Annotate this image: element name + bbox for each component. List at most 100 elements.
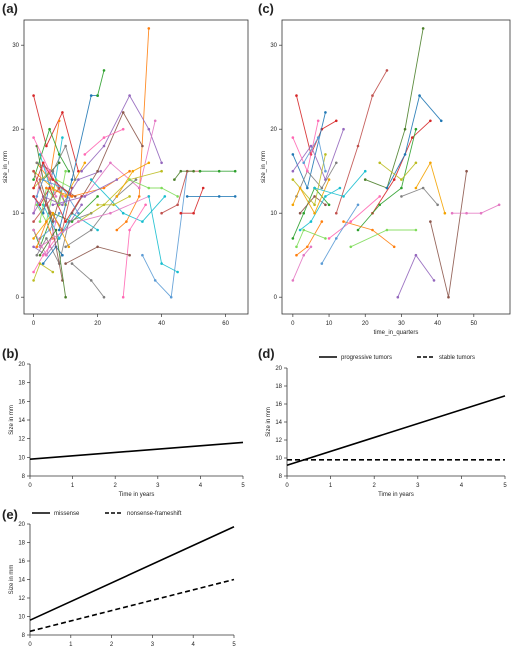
- series-line-c: [296, 95, 337, 156]
- chart-c: 0 10 20 30 40 50 0 10 20 30 time_in_quarters size_i…: [261, 19, 511, 336]
- x-tick-label-d: 2: [373, 483, 377, 489]
- x-tick-label-d: 0: [285, 483, 289, 489]
- data-point-c: [302, 161, 306, 165]
- data-point-c: [385, 186, 389, 190]
- plot-frame-a: [23, 19, 249, 315]
- x-tick-label-e: 0: [28, 642, 32, 648]
- chart-a: 0 20 40 60 0 10 20 30 size_in_mm: [3, 19, 249, 327]
- x-tick-label-b: 1: [71, 483, 75, 489]
- data-point-a: [51, 186, 55, 190]
- data-point-a: [61, 136, 64, 139]
- data-point-c: [302, 253, 306, 257]
- data-point-a: [32, 169, 35, 173]
- series-line-c: [296, 229, 326, 247]
- data-point-c: [291, 237, 295, 240]
- data-point-c: [465, 211, 468, 215]
- data-point-a: [233, 169, 237, 173]
- data-point-a: [109, 211, 112, 215]
- data-point-a: [70, 195, 74, 198]
- series-line-c: [321, 204, 359, 264]
- data-point-a: [128, 169, 131, 173]
- data-point-a: [173, 178, 176, 181]
- data-point-c: [378, 161, 382, 165]
- data-point-c: [298, 211, 302, 215]
- data-point-c: [324, 169, 327, 173]
- series-line-a: [58, 95, 98, 231]
- data-point-a: [217, 195, 221, 198]
- data-point-a: [61, 195, 64, 198]
- series-line-c: [296, 162, 337, 197]
- data-point-a: [64, 245, 67, 249]
- series-line-a: [116, 28, 150, 231]
- data-point-a: [176, 270, 179, 274]
- data-point-a: [160, 186, 163, 190]
- data-point-a: [96, 245, 99, 249]
- data-point-c: [356, 228, 360, 232]
- data-point-c: [295, 253, 298, 257]
- data-point-a: [67, 169, 71, 173]
- data-point-a: [201, 186, 205, 190]
- data-point-a: [64, 144, 67, 148]
- data-point-a: [70, 211, 74, 215]
- series-line-a: [90, 179, 166, 223]
- data-point-a: [41, 262, 45, 265]
- series-line-a: [36, 144, 76, 180]
- series-line-c: [429, 171, 468, 298]
- data-point-a: [32, 270, 35, 274]
- x-tick-label-c: 40: [434, 321, 441, 327]
- x-axis-label-b: Time in years: [119, 492, 155, 498]
- y-tick-label-c: 0: [274, 295, 278, 301]
- series-line-a: [78, 170, 162, 222]
- data-point-c: [410, 136, 414, 139]
- data-point-a: [192, 211, 195, 215]
- y-tick-label-a: 20: [12, 127, 19, 133]
- data-point-a: [147, 186, 151, 190]
- x-tick-label-e: 1: [69, 642, 73, 648]
- data-point-a: [99, 169, 103, 173]
- data-point-a: [41, 178, 45, 181]
- data-point-a: [102, 295, 106, 299]
- data-point-a: [121, 211, 125, 215]
- data-point-c: [349, 220, 353, 223]
- data-point-a: [125, 220, 128, 223]
- data-point-a: [57, 119, 61, 123]
- y-tick-label-b: 12: [18, 437, 25, 443]
- data-point-a: [217, 169, 221, 173]
- series-line-c: [343, 221, 395, 248]
- series-line-a: [161, 170, 200, 214]
- data-point-a: [141, 144, 144, 148]
- data-point-a: [96, 195, 99, 198]
- data-point-a: [32, 211, 35, 215]
- x-tick-label-b: 3: [156, 483, 160, 489]
- data-point-a: [54, 195, 58, 198]
- data-point-a: [38, 203, 42, 207]
- data-point-c: [327, 237, 331, 240]
- data-point-c: [342, 127, 345, 131]
- x-tick-label-d: 3: [416, 483, 420, 489]
- data-point-c: [291, 153, 295, 156]
- data-point-a: [64, 220, 67, 223]
- x-axis-label-d: Time in years: [378, 492, 414, 498]
- y-axis-label-c: size_in_mm: [261, 151, 267, 183]
- data-point-c: [392, 245, 396, 249]
- data-point-a: [198, 169, 202, 173]
- x-tick-label-b: 2: [114, 483, 118, 489]
- data-point-c: [400, 178, 403, 181]
- y-tick-label-d: 18: [275, 384, 282, 390]
- data-point-a: [64, 262, 67, 265]
- data-point-c: [385, 228, 389, 232]
- data-point-c: [403, 153, 407, 156]
- data-point-c: [414, 161, 418, 165]
- data-point-a: [131, 169, 135, 173]
- series-line-a: [33, 204, 82, 256]
- data-point-a: [48, 169, 51, 173]
- y-tick-label-e: 14: [18, 578, 25, 584]
- data-point-a: [35, 203, 39, 207]
- data-point-c: [327, 178, 331, 181]
- data-point-a: [41, 211, 45, 215]
- data-point-c: [320, 220, 324, 223]
- data-point-c: [324, 153, 327, 156]
- data-point-a: [45, 144, 48, 148]
